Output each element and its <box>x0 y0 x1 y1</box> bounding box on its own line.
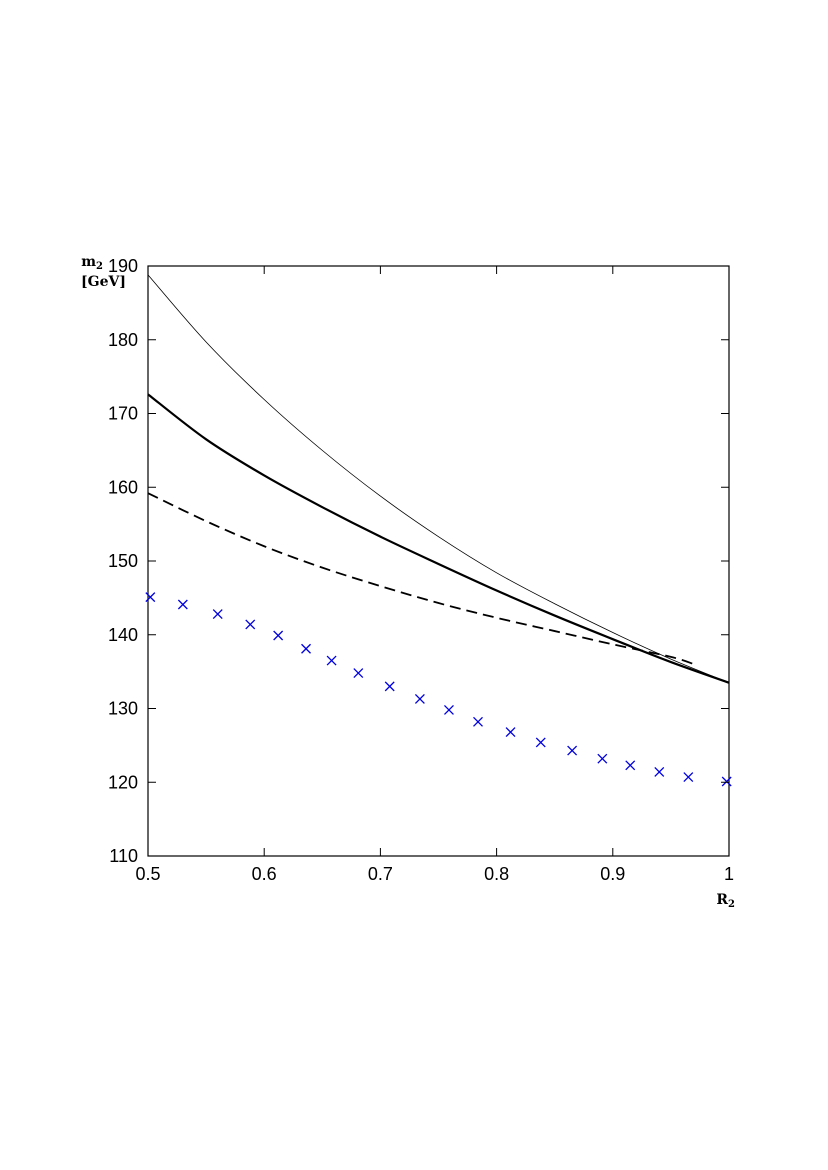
series-4-point <box>535 737 546 748</box>
series-4-point <box>654 766 665 777</box>
series-4-point <box>273 630 284 641</box>
x-tick-label: 0.6 <box>252 864 277 884</box>
series-4-point <box>721 776 732 787</box>
series-4-point <box>177 599 188 610</box>
y-axis-label: m2 <box>81 254 103 272</box>
series-2-line <box>147 393 730 684</box>
y-tick-label: 120 <box>108 772 138 792</box>
y-tick-label: 130 <box>108 699 138 719</box>
x-tick-label: 0.9 <box>600 864 625 884</box>
y-tick-label: 160 <box>108 477 138 497</box>
series-1-line <box>147 274 730 684</box>
y-tick-label: 180 <box>108 330 138 350</box>
series-4-point <box>625 760 636 771</box>
series-4-point <box>567 745 578 756</box>
x-axis-label: R2 <box>716 892 735 910</box>
series-3-line <box>147 492 695 666</box>
series-4-point <box>473 716 483 727</box>
series-4-point <box>245 619 256 630</box>
x-tick-label: 0.5 <box>135 864 160 884</box>
y-tick-label: 170 <box>108 404 138 424</box>
series-4-point <box>443 705 454 715</box>
y-tick-label: 150 <box>108 551 138 571</box>
series-4-point <box>353 668 364 679</box>
y-tick-label: 140 <box>108 625 138 645</box>
series-4-point <box>326 655 337 666</box>
y-tick-label: 110 <box>109 846 138 866</box>
x-tick-label: 0.8 <box>484 864 509 884</box>
y-axis-unit: [GeV] <box>81 274 126 290</box>
series-4-point <box>145 592 156 603</box>
series-4-point <box>505 727 516 738</box>
y-tick-label: 190 <box>108 256 138 276</box>
series-4-point <box>414 693 425 704</box>
plot-frame <box>147 265 730 857</box>
x-tick-label: 0.7 <box>368 864 393 884</box>
series-4-point <box>683 772 694 783</box>
series-4-point <box>301 643 311 654</box>
x-tick-label: 1 <box>724 864 734 884</box>
series-4-point <box>384 681 395 692</box>
series-4-point <box>212 609 223 620</box>
series-4-point <box>597 753 608 764</box>
